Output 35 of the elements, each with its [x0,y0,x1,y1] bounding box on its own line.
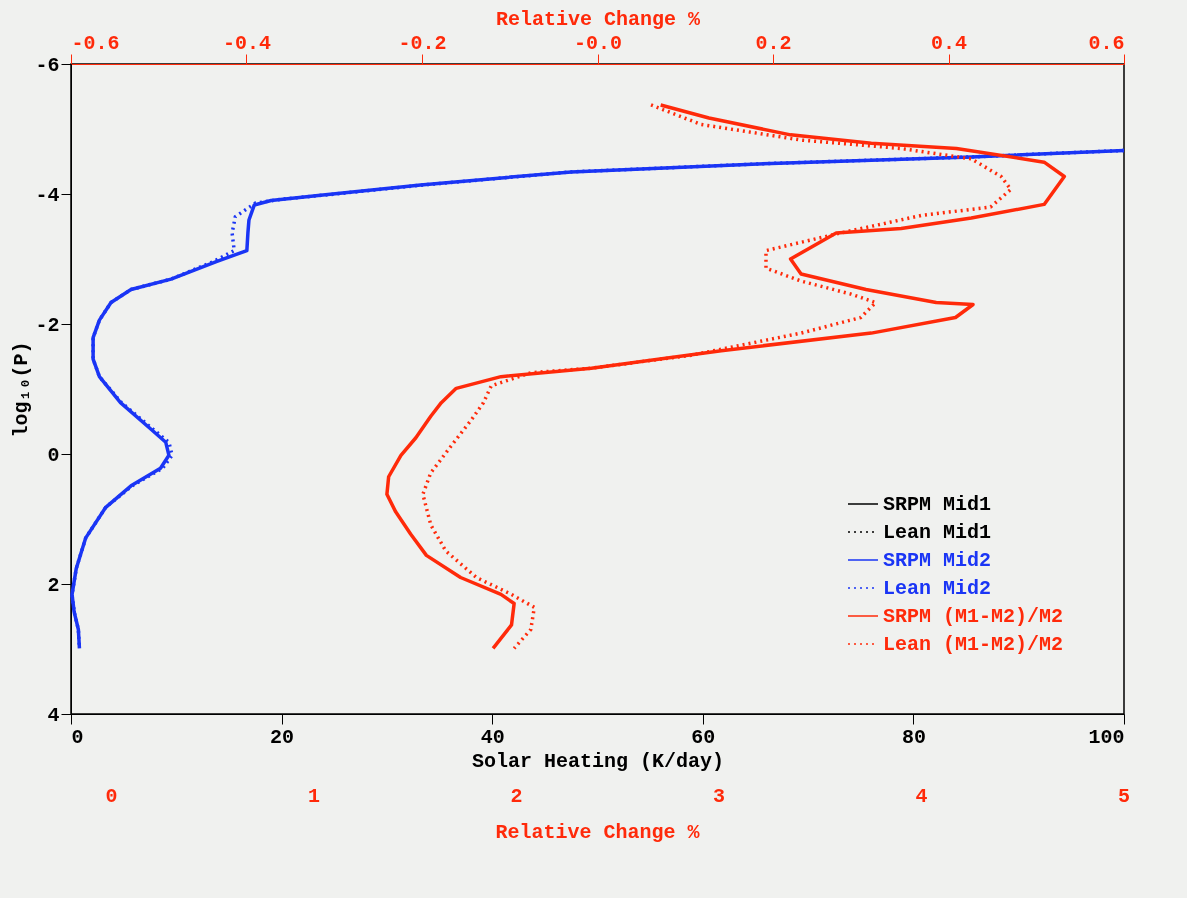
x-tick-label: 100 [1088,725,1125,749]
y-axis-title: log₁₀(P) [10,341,34,438]
x-axis-title: Solar Heating (K/day) [471,749,725,773]
text: 4 [915,785,928,808]
x-tick-label: 60 [691,725,716,749]
legend-label: Lean Mid1 [883,521,992,544]
legend-label: Lean Mid2 [883,577,992,600]
text: 5 [1117,785,1131,808]
y-tick-label: 0 [47,443,60,467]
y-tick-label: 2 [47,573,60,597]
x2-axis-title: Relative Change % [495,7,702,31]
y-tick-label: -2 [35,313,60,337]
text: 3 [712,785,726,808]
text: 1 [307,785,321,808]
x-tick-label: 0 [71,725,84,749]
text: 2 [510,785,523,808]
x2-tick-label: -0.2 [398,31,447,55]
y-tick-label: -4 [35,183,60,207]
text: Relative Change % [495,821,701,844]
x2-tick-label: 0.2 [755,31,792,55]
text: 0 [105,785,118,808]
legend-label: SRPM (M1-M2)/M2 [883,605,1064,628]
y-tick-label: -6 [35,53,60,77]
legend-label: Lean (M1-M2)/M2 [883,633,1064,656]
legend-label: SRPM Mid1 [883,493,992,516]
y-tick-label: 4 [47,703,60,727]
x-tick-label: 40 [480,725,505,749]
x-tick-label: 80 [901,725,926,749]
legend-label: SRPM Mid2 [883,549,992,572]
x2-tick-label: -0.4 [222,31,272,55]
x2-tick-label: -0.0 [573,31,623,55]
x2-tick-label: -0.6 [71,31,120,55]
x2-tick-label: 0.4 [930,31,968,55]
x-tick-label: 20 [270,725,295,749]
x2-tick-label: 0.6 [1088,31,1125,55]
